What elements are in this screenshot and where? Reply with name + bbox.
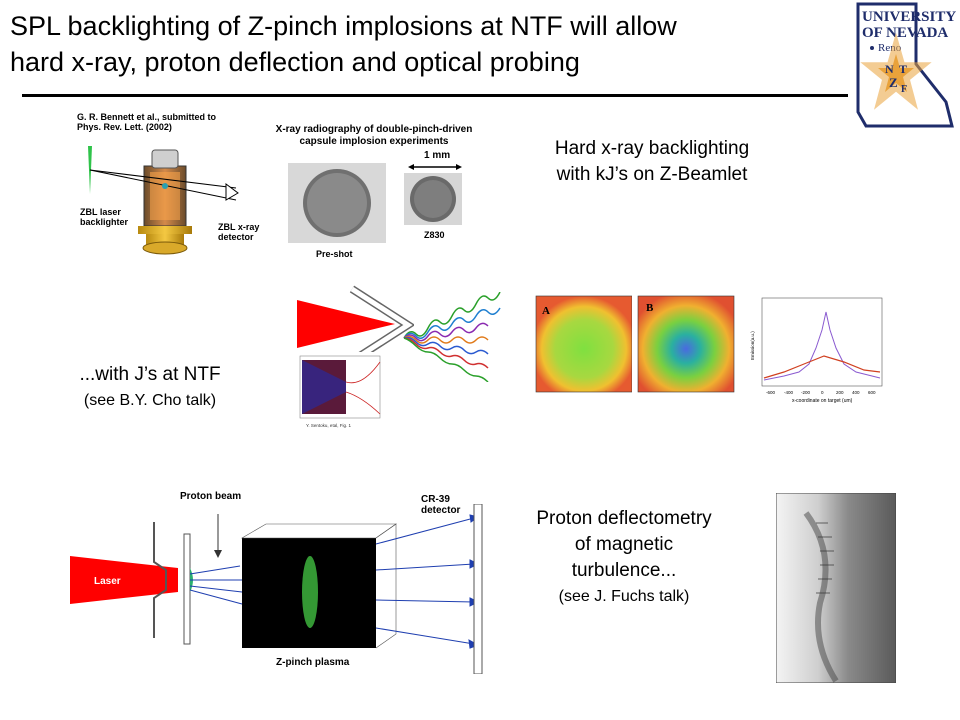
zbl-setup-schematic: [88, 146, 239, 255]
title-line-1: SPL backlighting of Z-pinch implosions a…: [10, 11, 677, 41]
radiograph-preshot: [288, 163, 386, 243]
slide-title: SPL backlighting of Z-pinch implosions a…: [10, 8, 840, 80]
xtick-3: 0: [821, 390, 824, 395]
target-chevron: [349, 285, 414, 365]
title-line-2: hard x-ray, proton deflection and optica…: [10, 47, 580, 77]
xtick-5: 400: [852, 390, 860, 395]
logo-of-nevada: OF NEVADA: [862, 25, 948, 41]
emblem-n: N: [885, 62, 894, 76]
preshot-label: Pre-shot: [316, 249, 353, 259]
spectrum-ylabel: Emission(a.u.): [750, 331, 755, 360]
proton-radiograph-image: [776, 493, 896, 683]
xtick-6: 600: [868, 390, 876, 395]
scale-bar-label: 1 mm: [424, 150, 451, 161]
laser-backlighter-label: ZBL laser backlighter: [80, 207, 129, 227]
laser-label: Laser: [94, 576, 121, 587]
radiograph-z830: [404, 173, 462, 225]
xray-wave-beams: [403, 292, 501, 382]
xtick-0: -600: [766, 390, 776, 395]
title-divider: [22, 94, 848, 97]
proton-beam-label: Proton beam: [180, 491, 242, 502]
inset-credit: Y. Sentoku, etal, Fig. 1: [306, 423, 351, 428]
citation: G. R. Bennett et al., submitted to Phys.…: [77, 112, 217, 132]
ntf-caption: ...with J’s at NTF (see B.Y. Cho talk): [79, 364, 221, 409]
panel-a-label: A: [542, 305, 550, 317]
xtick-1: -400: [784, 390, 794, 395]
ntf-emblem-icon: N T Z F: [860, 32, 932, 110]
radiography-title: X-ray radiography of double-pinch-driven…: [275, 124, 473, 147]
laser-cone-red: [297, 300, 395, 348]
emission-spectrum-plot: C Emission(a.u.) x-coordinate on target …: [750, 297, 883, 404]
spectrum-xlabel: x-coordinate on target (um): [792, 398, 853, 404]
streak-inset-plot: Y. Sentoku, etal, Fig. 1: [292, 352, 394, 430]
xtick-2: -200: [801, 390, 811, 395]
target-emission-image-a: A: [535, 295, 632, 393]
emblem-f: F: [901, 84, 907, 95]
hardxray-caption: Hard x-ray backlighting with kJ’s on Z-B…: [554, 138, 750, 185]
panel-b-label: B: [646, 302, 654, 314]
emblem-t: T: [899, 62, 907, 76]
scale-bar: [408, 164, 462, 170]
shot-label: Z830: [424, 230, 445, 240]
zpinch-label: Z-pinch plasma: [276, 657, 350, 668]
cr39-detector-label: CR-39 detector: [421, 494, 461, 516]
proton-caption: Proton deflectometry of magnetic turbule…: [536, 508, 712, 605]
logo-university: UNIVERSITY: [862, 9, 956, 25]
xray-detector-label: ZBL x-ray detector: [218, 222, 260, 242]
target-emission-image-b: B: [637, 295, 735, 393]
proton-deflection-schematic: Laser: [70, 504, 483, 674]
university-logo: UNIVERSITY OF NEVADA Reno N T Z F: [856, 2, 956, 128]
xtick-4: 200: [836, 390, 844, 395]
emblem-z: Z: [889, 75, 898, 90]
